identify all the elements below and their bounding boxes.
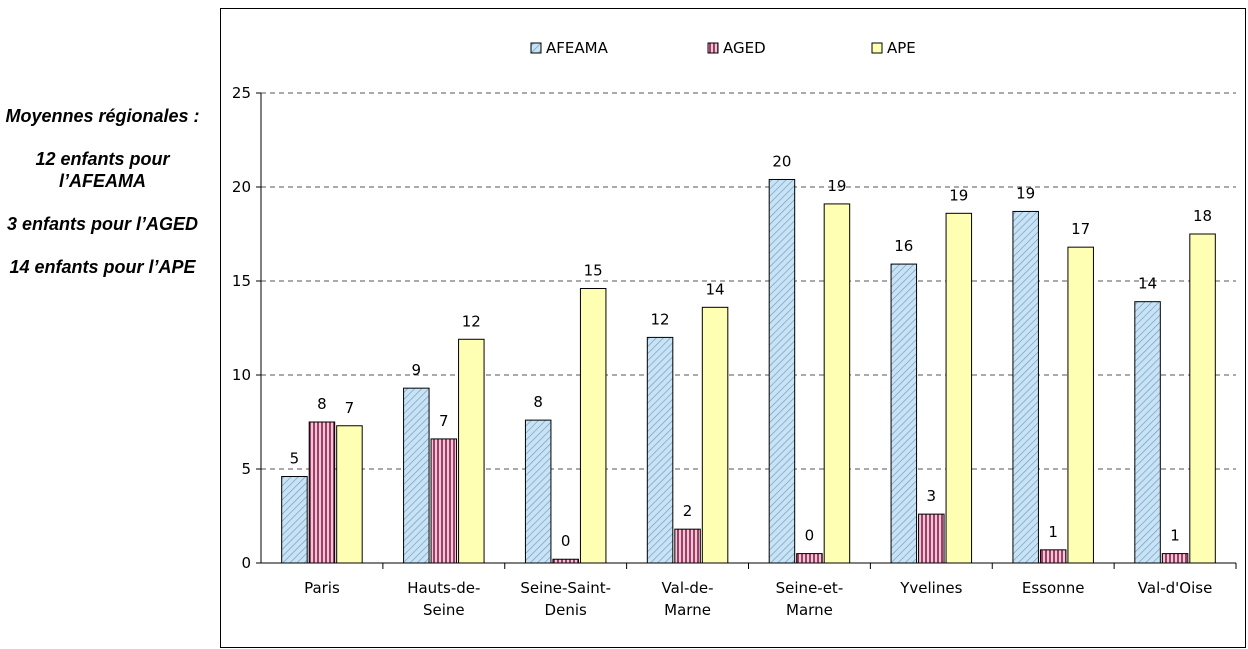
- y-tick-label: 0: [241, 554, 251, 572]
- y-tick-label: 5: [241, 460, 251, 478]
- data-label: 17: [1071, 220, 1090, 238]
- bar-afeama-3: [646, 336, 674, 564]
- y-tick-label: 20: [232, 178, 251, 196]
- data-label: 14: [706, 280, 725, 298]
- note-aged-average: 3 enfants pour l’AGED: [6, 214, 199, 234]
- note-afeama-average: 12 enfants pour l’AFEAMA: [35, 149, 170, 191]
- bar-aged-4: [796, 553, 823, 564]
- data-label: 15: [584, 262, 603, 280]
- data-label: 19: [949, 186, 968, 204]
- data-label: 9: [412, 361, 422, 379]
- bar-aged-7: [1161, 553, 1189, 564]
- data-label: 5: [290, 450, 300, 468]
- data-label: 8: [317, 395, 327, 413]
- bar-aged-6: [1039, 549, 1067, 564]
- bar-ape-7: [1189, 233, 1216, 564]
- data-label: 19: [827, 177, 846, 195]
- note-ape-average: 14 enfants pour l’APE: [9, 257, 196, 277]
- category-label: Denis: [545, 601, 587, 619]
- data-label: 19: [1016, 184, 1035, 202]
- bar-afeama-1: [403, 387, 430, 564]
- y-tick-label: 25: [232, 84, 251, 102]
- legend-label-ape: APE: [887, 39, 916, 57]
- data-label: 14: [1138, 275, 1157, 293]
- bar-afeama-0: [281, 476, 308, 564]
- note-heading: Moyennes régionales :: [5, 106, 200, 126]
- regional-averages-note: Moyennes régionales : 12 enfants pour l’…: [0, 105, 205, 299]
- category-label: Marne: [664, 601, 711, 619]
- category-label: Yvelines: [899, 579, 962, 597]
- data-label: 0: [805, 527, 815, 545]
- bar-ape-1: [458, 338, 485, 564]
- chart-frame: 0 5 10 15 20 25 Paris Hauts-de- Seine Seine-Saint…: [220, 8, 1246, 648]
- data-label: 2: [683, 502, 693, 520]
- data-label: 18: [1193, 207, 1212, 225]
- bar-ape-0: [336, 425, 363, 564]
- category-label: Seine: [423, 601, 465, 619]
- bar-ape-3: [701, 306, 729, 564]
- legend-swatch-aged: [707, 42, 719, 54]
- data-label: 8: [533, 393, 543, 411]
- data-label: 16: [894, 237, 913, 255]
- category-label: Paris: [304, 579, 340, 597]
- category-label: Marne: [786, 601, 833, 619]
- bar-aged-0: [308, 421, 336, 564]
- data-label: 1: [1048, 523, 1058, 541]
- data-label: 7: [439, 412, 449, 430]
- bar-ape-5: [945, 212, 973, 564]
- category-label: Hauts-de-: [407, 579, 480, 597]
- data-label: 7: [345, 399, 355, 417]
- category-label: Val-d'Oise: [1138, 579, 1213, 597]
- category-label: Seine-Saint-: [520, 579, 611, 597]
- data-label: 1: [1170, 527, 1180, 545]
- bar-ape-4: [823, 203, 851, 564]
- data-label: 3: [927, 487, 937, 505]
- legend-swatch-ape: [871, 42, 883, 54]
- bar-aged-3: [674, 528, 701, 564]
- y-tick-label: 10: [232, 366, 251, 384]
- bar-ape-2: [579, 288, 607, 564]
- bar-aged-5: [918, 513, 945, 564]
- category-label: Seine-et-: [776, 579, 844, 597]
- y-tick-label: 15: [232, 272, 251, 290]
- bar-afeama-5: [890, 263, 918, 564]
- bar-afeama-7: [1134, 301, 1161, 564]
- legend-swatch-afeama: [530, 42, 542, 54]
- category-label: Essonne: [1022, 579, 1085, 597]
- data-label: 12: [651, 310, 670, 328]
- data-label: 20: [772, 152, 791, 170]
- bar-afeama-6: [1012, 210, 1039, 564]
- bar-ape-6: [1067, 246, 1094, 564]
- data-label: 12: [462, 312, 481, 330]
- data-label: 0: [561, 532, 571, 550]
- legend-label-afeama: AFEAMA: [546, 39, 609, 57]
- legend-label-aged: AGED: [723, 39, 766, 57]
- bar-afeama-2: [524, 419, 552, 564]
- bar-afeama-4: [768, 178, 796, 564]
- bar-aged-1: [430, 438, 458, 564]
- bar-aged-2: [552, 558, 579, 564]
- category-label: Val-de-: [662, 579, 714, 597]
